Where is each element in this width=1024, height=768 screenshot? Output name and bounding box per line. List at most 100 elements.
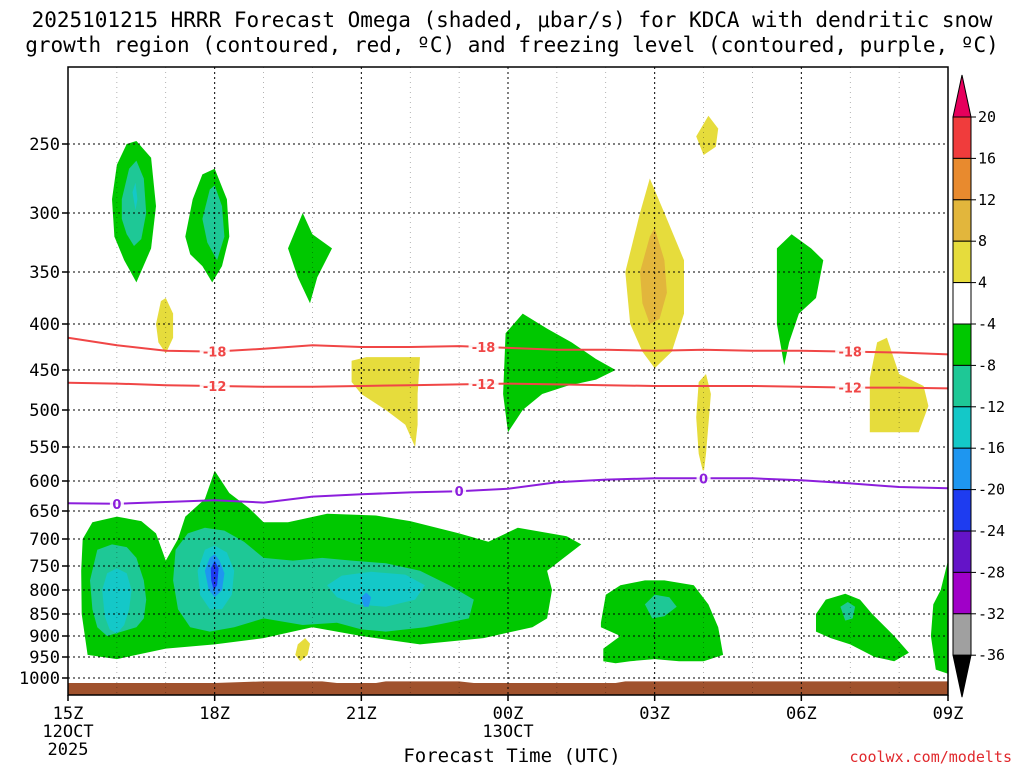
colorbar-label-20: 20 xyxy=(978,108,996,126)
contour-label-0: 0 xyxy=(455,485,464,500)
x-tick-label-06Z: 06Z xyxy=(786,704,817,724)
y-tick-label-450: 450 xyxy=(29,361,60,381)
omega-region-12 xyxy=(696,374,711,475)
omega-region-24 xyxy=(295,638,310,662)
chart-axes: 2503003504004505005506006507007508008509… xyxy=(19,66,964,760)
x-tick-label-21Z: 21Z xyxy=(346,704,377,724)
colorbar-label--20: -20 xyxy=(978,481,1005,499)
y-tick-label-350: 350 xyxy=(29,263,60,283)
omega-region-25 xyxy=(600,580,724,664)
x-tick-date-00Z: 13OCT xyxy=(482,722,533,742)
x-tick-label-03Z: 03Z xyxy=(639,704,670,724)
omega-region-27 xyxy=(816,593,909,662)
colorbar-swatch-20 xyxy=(952,116,972,159)
x-tick-label-15Z: 15Z xyxy=(53,704,84,724)
contour-label-0: 0 xyxy=(699,472,708,487)
omega-region-8 xyxy=(503,313,616,433)
omega-region-1 xyxy=(121,160,147,246)
colorbar-swatch-4 xyxy=(952,282,972,325)
colorbar-label--28: -28 xyxy=(978,563,1005,581)
contour-label-bg xyxy=(109,495,124,512)
omega-region-4 xyxy=(202,185,225,261)
contour-label-0: 0 xyxy=(112,498,121,513)
colorbar-arrow-top xyxy=(952,74,972,118)
colorbar-label-4: 4 xyxy=(978,274,987,292)
contour-label-bg xyxy=(468,376,499,392)
y-tick-label-300: 300 xyxy=(29,204,60,224)
credit-text: coolwx.com/modelts xyxy=(849,748,1012,766)
omega-region-22 xyxy=(327,571,425,607)
colorbar-swatch--4 xyxy=(952,323,972,366)
contour-lines: -18 -18 -18 -12 -12 -12 0 0 0 xyxy=(67,336,949,513)
omega-region-17 xyxy=(102,568,132,634)
y-tick-label-950: 950 xyxy=(29,648,60,668)
contour-label--18: -18 xyxy=(203,346,227,361)
contour-label--12: -12 xyxy=(203,380,227,395)
contour-label--12: -12 xyxy=(472,378,496,393)
contour-line-0 xyxy=(67,477,949,505)
colorbar-label-12: 12 xyxy=(978,191,996,209)
omega-region-29 xyxy=(930,560,948,674)
y-tick-label-600: 600 xyxy=(29,472,60,492)
x-axis-label: Forecast Time (UTC) xyxy=(403,745,621,767)
y-tick-label-850: 850 xyxy=(29,605,60,625)
colorbar-swatch--28 xyxy=(952,571,972,615)
contour-label--12: -12 xyxy=(838,382,862,397)
contour-label-bg xyxy=(468,339,499,355)
colorbar-label--36: -36 xyxy=(978,646,1005,664)
chart-title-line2: growth region (contoured, red, ºC) and f… xyxy=(25,33,999,57)
colorbar-swatch--8 xyxy=(952,364,972,408)
x-tick-label-00Z: 00Z xyxy=(493,704,524,724)
chart-title: 2025101215 HRRR Forecast Omega (shaded, … xyxy=(31,8,993,32)
omega-region-11 xyxy=(696,115,719,155)
colorbar-arrow-bottom xyxy=(952,654,972,698)
contour-label-bg xyxy=(696,470,711,487)
contour-label-bg xyxy=(835,343,866,360)
omega-region-28 xyxy=(840,602,856,621)
y-tick-label-500: 500 xyxy=(29,401,60,421)
contour-label-bg xyxy=(452,483,467,500)
omega-region-10 xyxy=(640,228,667,324)
colorbar-swatch--32 xyxy=(952,613,972,656)
y-tick-label-550: 550 xyxy=(29,438,60,458)
y-tick-label-250: 250 xyxy=(29,135,60,155)
x-tick-label-18Z: 18Z xyxy=(199,704,230,724)
contour-label-bg xyxy=(199,378,230,394)
colorbar-label--12: -12 xyxy=(978,398,1005,416)
colorbar-swatch-8 xyxy=(952,240,972,284)
colorbar-swatch--16 xyxy=(952,447,972,491)
colorbar-swatch-12 xyxy=(952,199,972,242)
omega-region-2 xyxy=(132,182,138,211)
colorbar-label--32: -32 xyxy=(978,605,1005,623)
y-tick-label-900: 900 xyxy=(29,627,60,647)
colorbar-label--24: -24 xyxy=(978,522,1005,540)
colorbar: 20 16 12 8 4 -4 -8 -12 -16 -20 -24 -28 -32 -36 xyxy=(952,74,1005,698)
y-tick-label-800: 800 xyxy=(29,581,60,601)
omega-region-5 xyxy=(288,213,332,304)
colorbar-label--4: -4 xyxy=(978,315,996,333)
omega-region-18 xyxy=(173,527,474,632)
omega-region-26 xyxy=(644,594,677,619)
omega-region-23 xyxy=(361,592,372,607)
colorbar-swatch--12 xyxy=(952,406,972,449)
omega-region-6 xyxy=(156,298,174,354)
x-tick-year-15Z: 2025 xyxy=(48,740,89,760)
x-tick-label-09Z: 09Z xyxy=(933,704,964,724)
contour-label-bg xyxy=(199,343,230,360)
y-tick-label-650: 650 xyxy=(29,502,60,522)
omega-region-13 xyxy=(776,234,824,366)
y-tick-label-750: 750 xyxy=(29,557,60,577)
colorbar-label--16: -16 xyxy=(978,439,1005,457)
contour-label--18: -18 xyxy=(838,346,862,361)
x-tick-date-15Z: 12OCT xyxy=(42,722,93,742)
omega-region-14 xyxy=(869,337,929,433)
colorbar-label-8: 8 xyxy=(978,232,987,250)
colorbar-swatch--20 xyxy=(952,489,972,532)
grid-lines xyxy=(67,67,949,695)
y-tick-label-1000: 1000 xyxy=(19,669,60,689)
omega-region-21 xyxy=(210,560,219,590)
colorbar-swatch-16 xyxy=(952,157,972,201)
contour-label--18: -18 xyxy=(472,341,496,356)
